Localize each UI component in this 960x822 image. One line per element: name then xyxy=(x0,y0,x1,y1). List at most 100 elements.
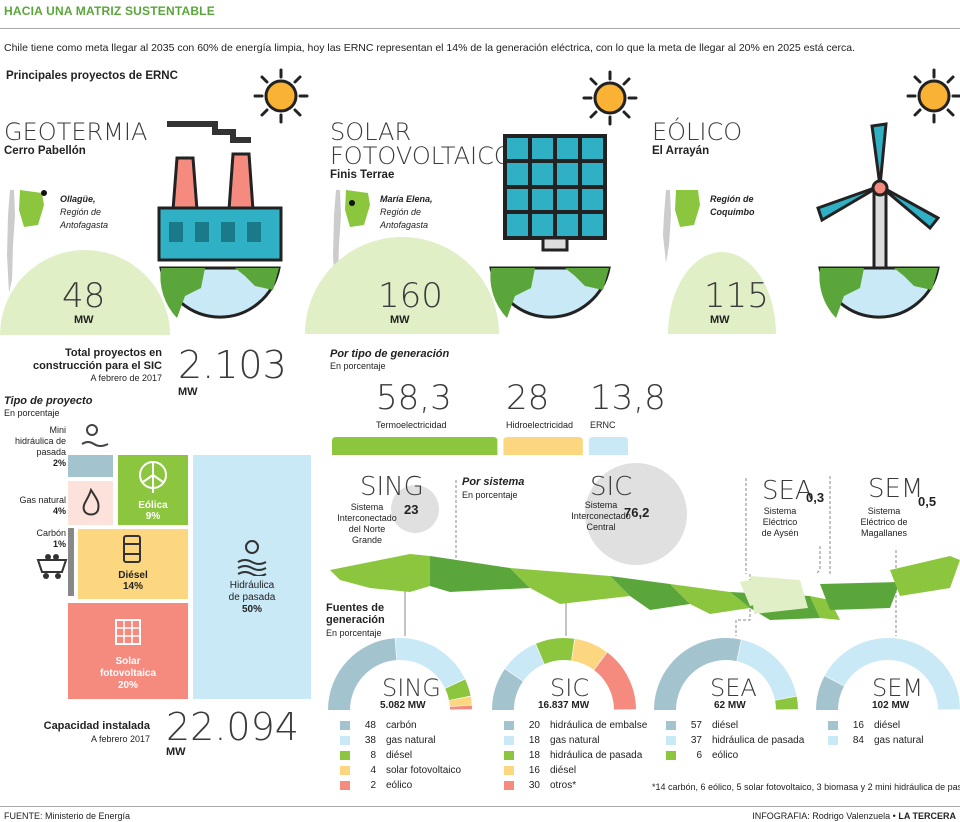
donut-title: SEA xyxy=(710,674,757,702)
project-unit: MW xyxy=(390,314,410,326)
tipo-label: Mini xyxy=(49,425,66,435)
tipo-pct: 20% xyxy=(117,680,138,691)
legend-item: 6 eólico xyxy=(666,750,738,761)
legend-label: hidráulica de pasada xyxy=(712,735,805,746)
project-type-solar: SOLAR xyxy=(330,118,412,146)
system-code: SEA xyxy=(762,476,813,506)
system-code: SING xyxy=(360,472,424,502)
system-value: 0,5 xyxy=(918,494,937,509)
footer-divider xyxy=(0,806,960,807)
sun-icon xyxy=(582,70,638,126)
capacity-semicircle xyxy=(0,250,170,335)
project-location: Coquimbo xyxy=(710,207,755,217)
barrel-icon xyxy=(123,535,141,563)
legend-label: hidráulica de embalse xyxy=(550,720,648,731)
tipo-pct: 14% xyxy=(122,581,143,592)
tipo-label: Hidráulica xyxy=(229,580,275,591)
donut-slice xyxy=(445,679,471,701)
legend-label: gas natural xyxy=(874,735,924,746)
system-value: 0,3 xyxy=(806,490,825,505)
total-value: 2.103 xyxy=(178,343,287,387)
legend-swatch xyxy=(340,721,350,730)
tipo-title: Tipo de proyecto xyxy=(4,395,93,407)
divider xyxy=(0,28,960,29)
fuentes-title: generación xyxy=(326,614,385,626)
donut-slice xyxy=(449,705,472,710)
system-desc: Magallanes xyxy=(860,528,908,538)
generation-bar-segment xyxy=(588,437,628,455)
tile-mini-hydro xyxy=(68,455,113,477)
capacidad-unit: MW xyxy=(166,746,186,758)
sing-circle xyxy=(391,485,439,533)
legend-item: 57 diésel xyxy=(666,720,738,731)
project-location: Región de xyxy=(380,207,422,217)
project-name: Finis Terrae xyxy=(330,169,395,181)
capacidad-value: 22.094 xyxy=(166,705,299,749)
tipo-pct: 1% xyxy=(52,539,66,549)
donut-slice xyxy=(492,668,523,710)
donut-total: 62 MW xyxy=(714,700,746,711)
fuentes-title: Fuentes de xyxy=(326,602,385,614)
donut-slice xyxy=(505,643,545,682)
system-value: 76,2 xyxy=(624,505,650,520)
legend-value: 20 xyxy=(528,720,540,731)
project-location: Región de xyxy=(60,207,102,217)
donut-slice xyxy=(395,638,465,689)
gen-type-value: 58,3 xyxy=(376,378,452,418)
project-unit: MW xyxy=(74,314,94,326)
sun-icon xyxy=(253,68,309,124)
project-location: Antofagasta xyxy=(60,220,109,230)
legend-value: 18 xyxy=(528,750,540,761)
legend-label: hidráulica de pasada xyxy=(550,750,643,761)
legend-label: diésel xyxy=(386,750,413,761)
sun-icon xyxy=(906,68,960,124)
legend-value: 37 xyxy=(690,735,702,746)
hydro-icon xyxy=(237,540,267,576)
tile-hydro xyxy=(193,455,311,699)
donut-slice xyxy=(654,638,742,710)
generation-bar-segment xyxy=(503,437,583,455)
project-name: El Arrayán xyxy=(652,145,710,157)
sic-circle xyxy=(585,463,687,565)
legend-item: 16 diésel xyxy=(504,765,576,776)
footer-brand: LA TERCERA xyxy=(898,811,956,821)
legend-label: solar fotovoltaico xyxy=(386,765,462,776)
tipo-pct: 9% xyxy=(145,511,161,522)
legend-label: gas natural xyxy=(550,735,600,746)
legend-swatch xyxy=(504,736,514,745)
tipo-label: fotovoltaica xyxy=(99,668,157,679)
capacity-semicircle xyxy=(305,237,499,334)
legend-item: 16 diésel xyxy=(828,720,900,731)
chile-map-icon xyxy=(7,190,47,293)
total-label: construcción para el SIC xyxy=(33,360,162,372)
wind-turbine-icon xyxy=(816,122,941,319)
legend-swatch xyxy=(828,721,838,730)
legend-value: 8 xyxy=(370,750,376,761)
donut-slice xyxy=(571,638,607,670)
donut-slice xyxy=(824,638,960,710)
legend-swatch xyxy=(666,736,676,745)
legend-label: carbón xyxy=(386,720,417,731)
capacidad-label: Capacidad instalada xyxy=(43,720,150,732)
legend-swatch xyxy=(340,766,350,775)
donut-total: 102 MW xyxy=(872,700,910,711)
sistema-title: Por sistema xyxy=(462,476,525,488)
donut-title: SEM xyxy=(872,674,924,702)
project-location: Antofagasta xyxy=(380,220,429,230)
donut-title: SING xyxy=(382,674,441,702)
donut-sea xyxy=(654,638,798,710)
legend-item: 37 hidráulica de pasada xyxy=(666,735,804,746)
system-desc: Sistema xyxy=(584,500,618,510)
system-desc: de Aysén xyxy=(761,528,799,538)
legend-value: 57 xyxy=(690,720,702,731)
legend-item: 18 hidráulica de pasada xyxy=(504,750,642,761)
legend-swatch xyxy=(340,751,350,760)
donut-slice xyxy=(535,638,575,664)
project-location: Ollagüe, xyxy=(60,194,96,204)
capacidad-date: A febrero 2017 xyxy=(90,734,150,744)
system-desc: Central xyxy=(586,522,616,532)
legend-label: gas natural xyxy=(386,735,436,746)
project-value: 160 xyxy=(378,276,443,316)
legend-label: diésel xyxy=(874,720,901,731)
tipo-pct: 2% xyxy=(52,458,66,468)
